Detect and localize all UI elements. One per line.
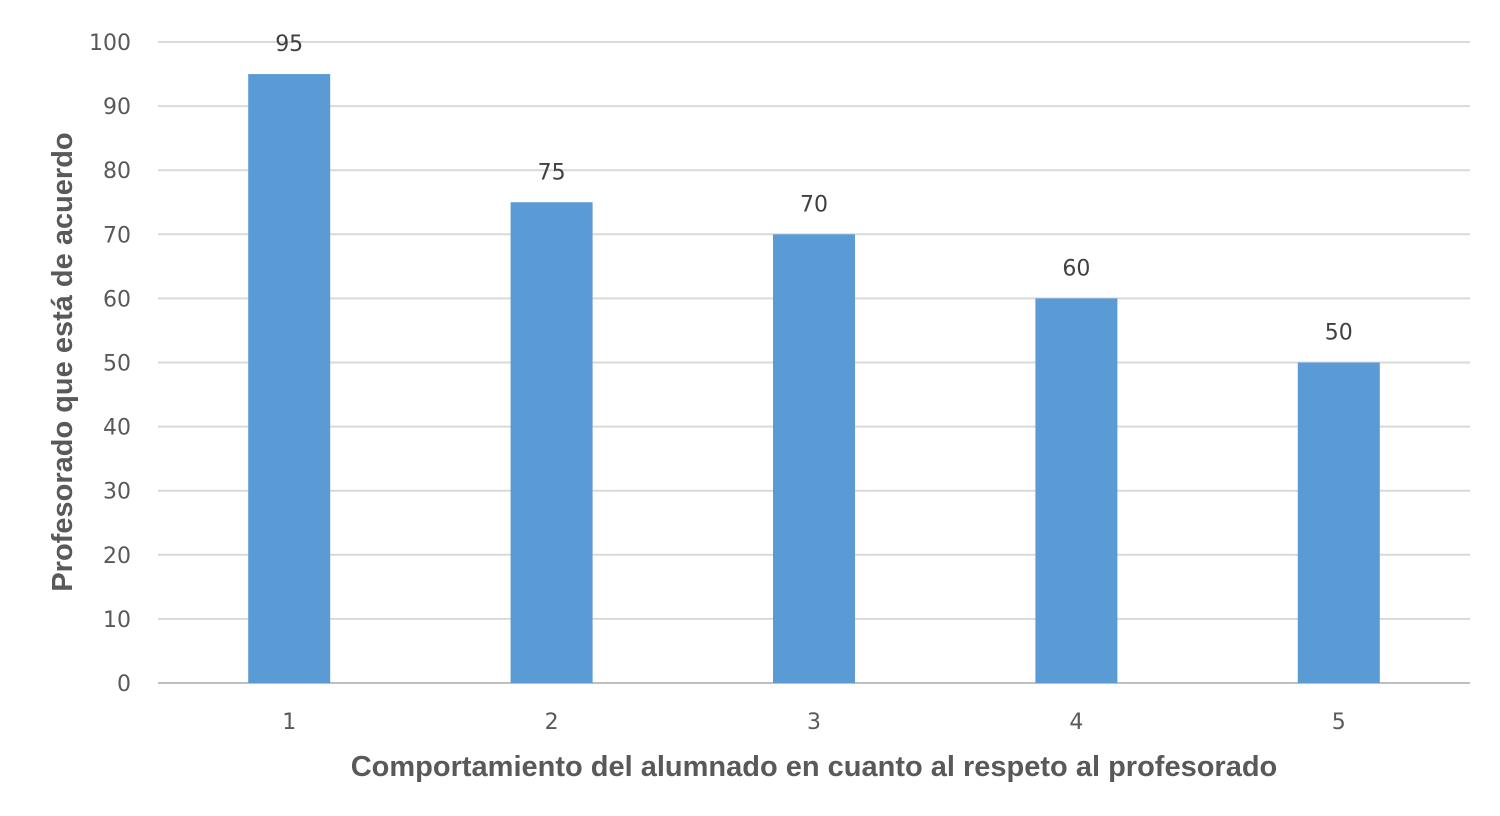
y-tick-label: 60 [103, 287, 131, 312]
bar-4 [1035, 298, 1118, 683]
x-tick-label: 5 [1332, 710, 1346, 735]
y-tick-label: 50 [103, 352, 131, 377]
y-tick-label: 40 [103, 416, 131, 441]
data-labels: 95 75 70 60 50 [275, 32, 1353, 345]
y-tick-label: 0 [117, 672, 131, 697]
y-tick-label: 30 [103, 480, 131, 505]
y-tick-label: 20 [103, 544, 131, 569]
y-tick-label: 100 [89, 31, 131, 56]
data-label: 60 [1062, 256, 1090, 281]
bar-3 [773, 234, 855, 684]
bar-2 [510, 202, 593, 683]
data-label: 70 [800, 192, 828, 217]
bars [248, 74, 1380, 684]
y-axis-title: Profesorado que está de acuerdo [47, 132, 79, 591]
y-tick-label: 10 [103, 608, 131, 633]
x-axis-title: Comportamiento del alumnado en cuanto al… [351, 751, 1278, 783]
y-tick-label: 90 [103, 95, 131, 120]
bar-5 [1297, 362, 1380, 683]
bar-1 [248, 74, 331, 684]
y-tick-label: 80 [103, 159, 131, 184]
x-tick-label: 4 [1069, 710, 1083, 735]
y-axis-ticks: 0 10 20 30 40 50 60 70 80 90 100 [89, 31, 131, 697]
x-axis-ticks: 1 2 3 4 5 [282, 710, 1346, 735]
x-tick-label: 3 [807, 710, 821, 735]
data-label: 95 [275, 32, 303, 57]
y-tick-label: 70 [103, 223, 131, 248]
x-tick-label: 1 [282, 710, 296, 735]
data-label: 50 [1325, 321, 1353, 346]
data-label: 75 [538, 160, 566, 185]
x-tick-label: 2 [545, 710, 559, 735]
